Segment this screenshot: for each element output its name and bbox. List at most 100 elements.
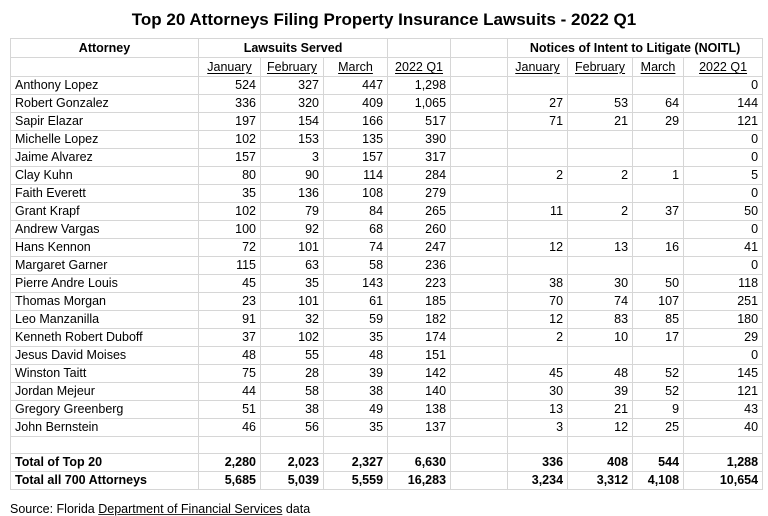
lawsuits-january-cell: 197 <box>198 112 261 131</box>
table-row: Total of Top 20 2,280 2,023 2,327 6,630 … <box>10 453 764 472</box>
lawsuits-february-cell: 35 <box>260 274 324 293</box>
attorney-name-cell: Gregory Greenberg <box>10 400 199 419</box>
noitl-march-cell: 52 <box>632 364 685 383</box>
table-row: Clay Kuhn 80 90 114 284 2 2 1 5 <box>10 166 764 185</box>
noitl-march-cell: 16 <box>632 238 685 257</box>
lawsuits-january-cell: 102 <box>198 130 261 149</box>
attorney-name-cell: Winston Taitt <box>10 364 199 383</box>
noitl-march-cell: 107 <box>632 292 685 311</box>
noitl-march-cell: 52 <box>632 382 685 401</box>
noitl-january-cell: 27 <box>507 94 569 113</box>
lawsuits-january-cell: 80 <box>198 166 261 185</box>
source-note: Source: Florida Department of Financial … <box>10 502 768 516</box>
attorney-name-cell: Sapir Elazar <box>10 112 199 131</box>
lawsuits-january-cell: 75 <box>198 364 261 383</box>
lawsuits-february-cell: 2,023 <box>260 453 324 472</box>
noitl-february-cell: 48 <box>567 364 634 383</box>
source-link[interactable]: Department of Financial Services <box>98 502 282 516</box>
lawsuits-february-cell: 102 <box>260 328 324 347</box>
noitl-january-cell <box>507 346 569 365</box>
attorney-name-cell: Jordan Mejeur <box>10 382 199 401</box>
empty-cell <box>260 436 324 454</box>
lawsuits-march-cell: 2,327 <box>322 453 389 472</box>
lawsuits-january-cell: 336 <box>198 94 261 113</box>
column-header-attorney: Attorney <box>10 38 199 58</box>
totals-body: Total of Top 20 2,280 2,023 2,327 6,630 … <box>10 453 764 490</box>
noitl-february-cell: 12 <box>567 418 634 437</box>
lawsuits-january-cell: 524 <box>198 76 261 95</box>
lawsuits-january-cell: 45 <box>198 274 261 293</box>
spacer-cell <box>450 346 509 365</box>
noitl-q1-cell: 0 <box>683 148 764 167</box>
lawsuits-q1-cell: 138 <box>387 400 452 419</box>
lawsuits-january-cell: 2,280 <box>198 453 261 472</box>
lawsuits-q1-cell: 1,065 <box>387 94 452 113</box>
spacer-cell <box>450 382 509 401</box>
spacer-cell <box>450 148 509 167</box>
attorney-name-cell: Total all 700 Attorneys <box>10 471 199 490</box>
table-row: Winston Taitt 75 28 39 142 45 48 52 145 <box>10 364 764 383</box>
lawsuits-february-cell: 5,039 <box>260 471 324 490</box>
lawsuits-march-cell: 35 <box>322 418 389 437</box>
attorney-name-cell: Faith Everett <box>10 184 199 203</box>
noitl-january-cell: 45 <box>507 364 569 383</box>
table-row: Kenneth Robert Duboff 37 102 35 174 2 10… <box>10 328 764 347</box>
attorney-name-cell: Kenneth Robert Duboff <box>10 328 199 347</box>
lawsuits-q1-cell: 260 <box>387 220 452 239</box>
lawsuits-february-cell: 63 <box>260 256 324 275</box>
noitl-february-cell: 53 <box>567 94 634 113</box>
noitl-january-cell: 2 <box>507 328 569 347</box>
month-header-blank <box>10 57 199 77</box>
noitl-february-cell <box>567 76 634 95</box>
lawsuits-q1-cell: 223 <box>387 274 452 293</box>
attorney-name-cell: Jaime Alvarez <box>10 148 199 167</box>
attorneys-table: Attorney Lawsuits Served Notices of Inte… <box>10 38 764 490</box>
noitl-q1-cell: 144 <box>683 94 764 113</box>
noitl-q1-cell: 50 <box>683 202 764 221</box>
lawsuits-q1-cell: 247 <box>387 238 452 257</box>
noitl-march-cell: 25 <box>632 418 685 437</box>
noitl-february-cell <box>567 148 634 167</box>
lawsuits-february-cell: 38 <box>260 400 324 419</box>
empty-cell <box>632 436 685 454</box>
noitl-january-cell: 3 <box>507 418 569 437</box>
spacer-cell <box>450 436 509 454</box>
noitl-january-cell <box>507 76 569 95</box>
lawsuits-january-cell: 100 <box>198 220 261 239</box>
spacer-cell <box>450 328 509 347</box>
lawsuits-february-cell: 32 <box>260 310 324 329</box>
attorney-name-cell: Hans Kennon <box>10 238 199 257</box>
noitl-q1-cell: 29 <box>683 328 764 347</box>
noitl-january-cell: 12 <box>507 238 569 257</box>
lawsuits-february-cell: 92 <box>260 220 324 239</box>
spacer-cell <box>450 184 509 203</box>
noitl-january-cell: 2 <box>507 166 569 185</box>
noitl-q1-cell: 145 <box>683 364 764 383</box>
attorney-name-cell: Leo Manzanilla <box>10 310 199 329</box>
noitl-q1-cell: 0 <box>683 220 764 239</box>
empty-cell <box>387 436 452 454</box>
table-header: Attorney Lawsuits Served Notices of Inte… <box>10 38 764 77</box>
table-row: Pierre Andre Louis 45 35 143 223 38 30 5… <box>10 274 764 293</box>
noitl-february-cell: 21 <box>567 400 634 419</box>
noitl-q1-cell: 40 <box>683 418 764 437</box>
lawsuits-january-cell: 91 <box>198 310 261 329</box>
lawsuits-february-cell: 101 <box>260 238 324 257</box>
noitl-march-cell: 544 <box>632 453 685 472</box>
lawsuits-q1-cell: 140 <box>387 382 452 401</box>
lawsuits-march-cell: 108 <box>322 184 389 203</box>
attorney-name-cell: Robert Gonzalez <box>10 94 199 113</box>
table-row: Jesus David Moises 48 55 48 151 0 <box>10 346 764 365</box>
lawsuits-february-cell: 3 <box>260 148 324 167</box>
table-row: Hans Kennon 72 101 74 247 12 13 16 41 <box>10 238 764 257</box>
lawsuits-february-cell: 154 <box>260 112 324 131</box>
lawsuits-january-cell: 23 <box>198 292 261 311</box>
group-header-row: Attorney Lawsuits Served Notices of Inte… <box>10 38 764 58</box>
noitl-march-cell <box>632 148 685 167</box>
lawsuits-january-cell: 5,685 <box>198 471 261 490</box>
noitl-february-cell: 408 <box>567 453 634 472</box>
month-header-gap <box>450 57 509 77</box>
noitl-march-cell: 17 <box>632 328 685 347</box>
table-row: John Bernstein 46 56 35 137 3 12 25 40 <box>10 418 764 437</box>
